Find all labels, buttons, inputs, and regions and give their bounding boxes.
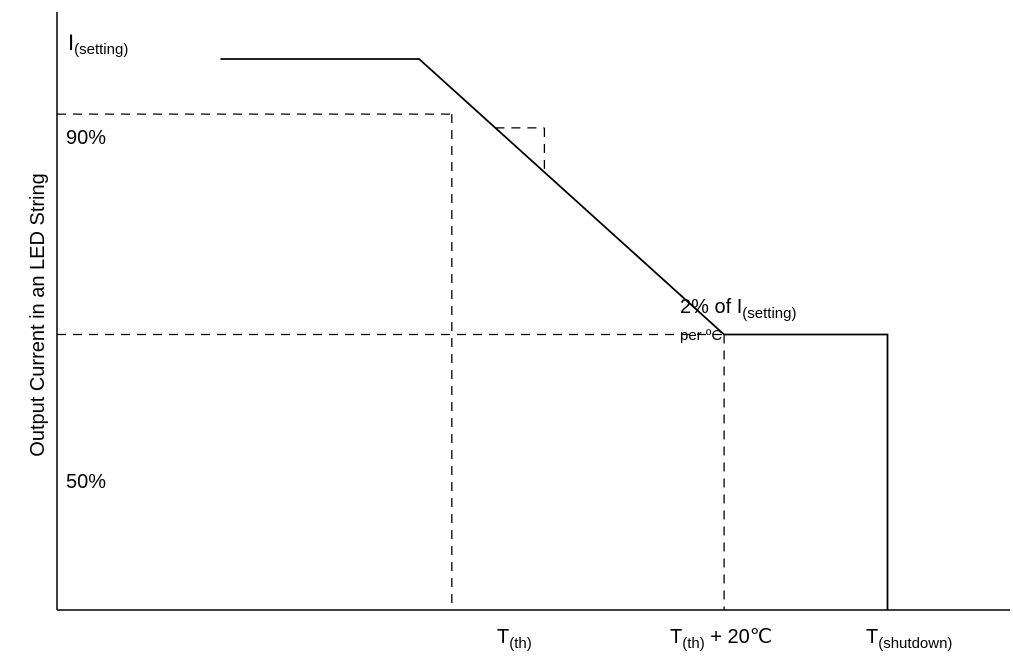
x-tick-label-th: T(th)	[497, 626, 532, 652]
slope-indicator	[495, 127, 546, 173]
y-label-50: 50%	[66, 471, 106, 493]
y-label-setting: I(setting)	[68, 30, 128, 58]
guide-lines	[57, 113, 725, 610]
series-layer	[220, 58, 889, 610]
slope-annotation-line1: 2% of I(setting)	[680, 296, 796, 322]
x-tick-label-th20: T(th) + 20℃	[670, 626, 772, 652]
series-line-0	[220, 58, 889, 610]
slope-annotation-line2: per ºC	[680, 327, 722, 344]
y-axis-title: Output Current in an LED String	[27, 173, 49, 456]
x-tick-label-shutdown: T(shutdown)	[866, 626, 952, 652]
y-label-90: 90%	[66, 127, 106, 149]
